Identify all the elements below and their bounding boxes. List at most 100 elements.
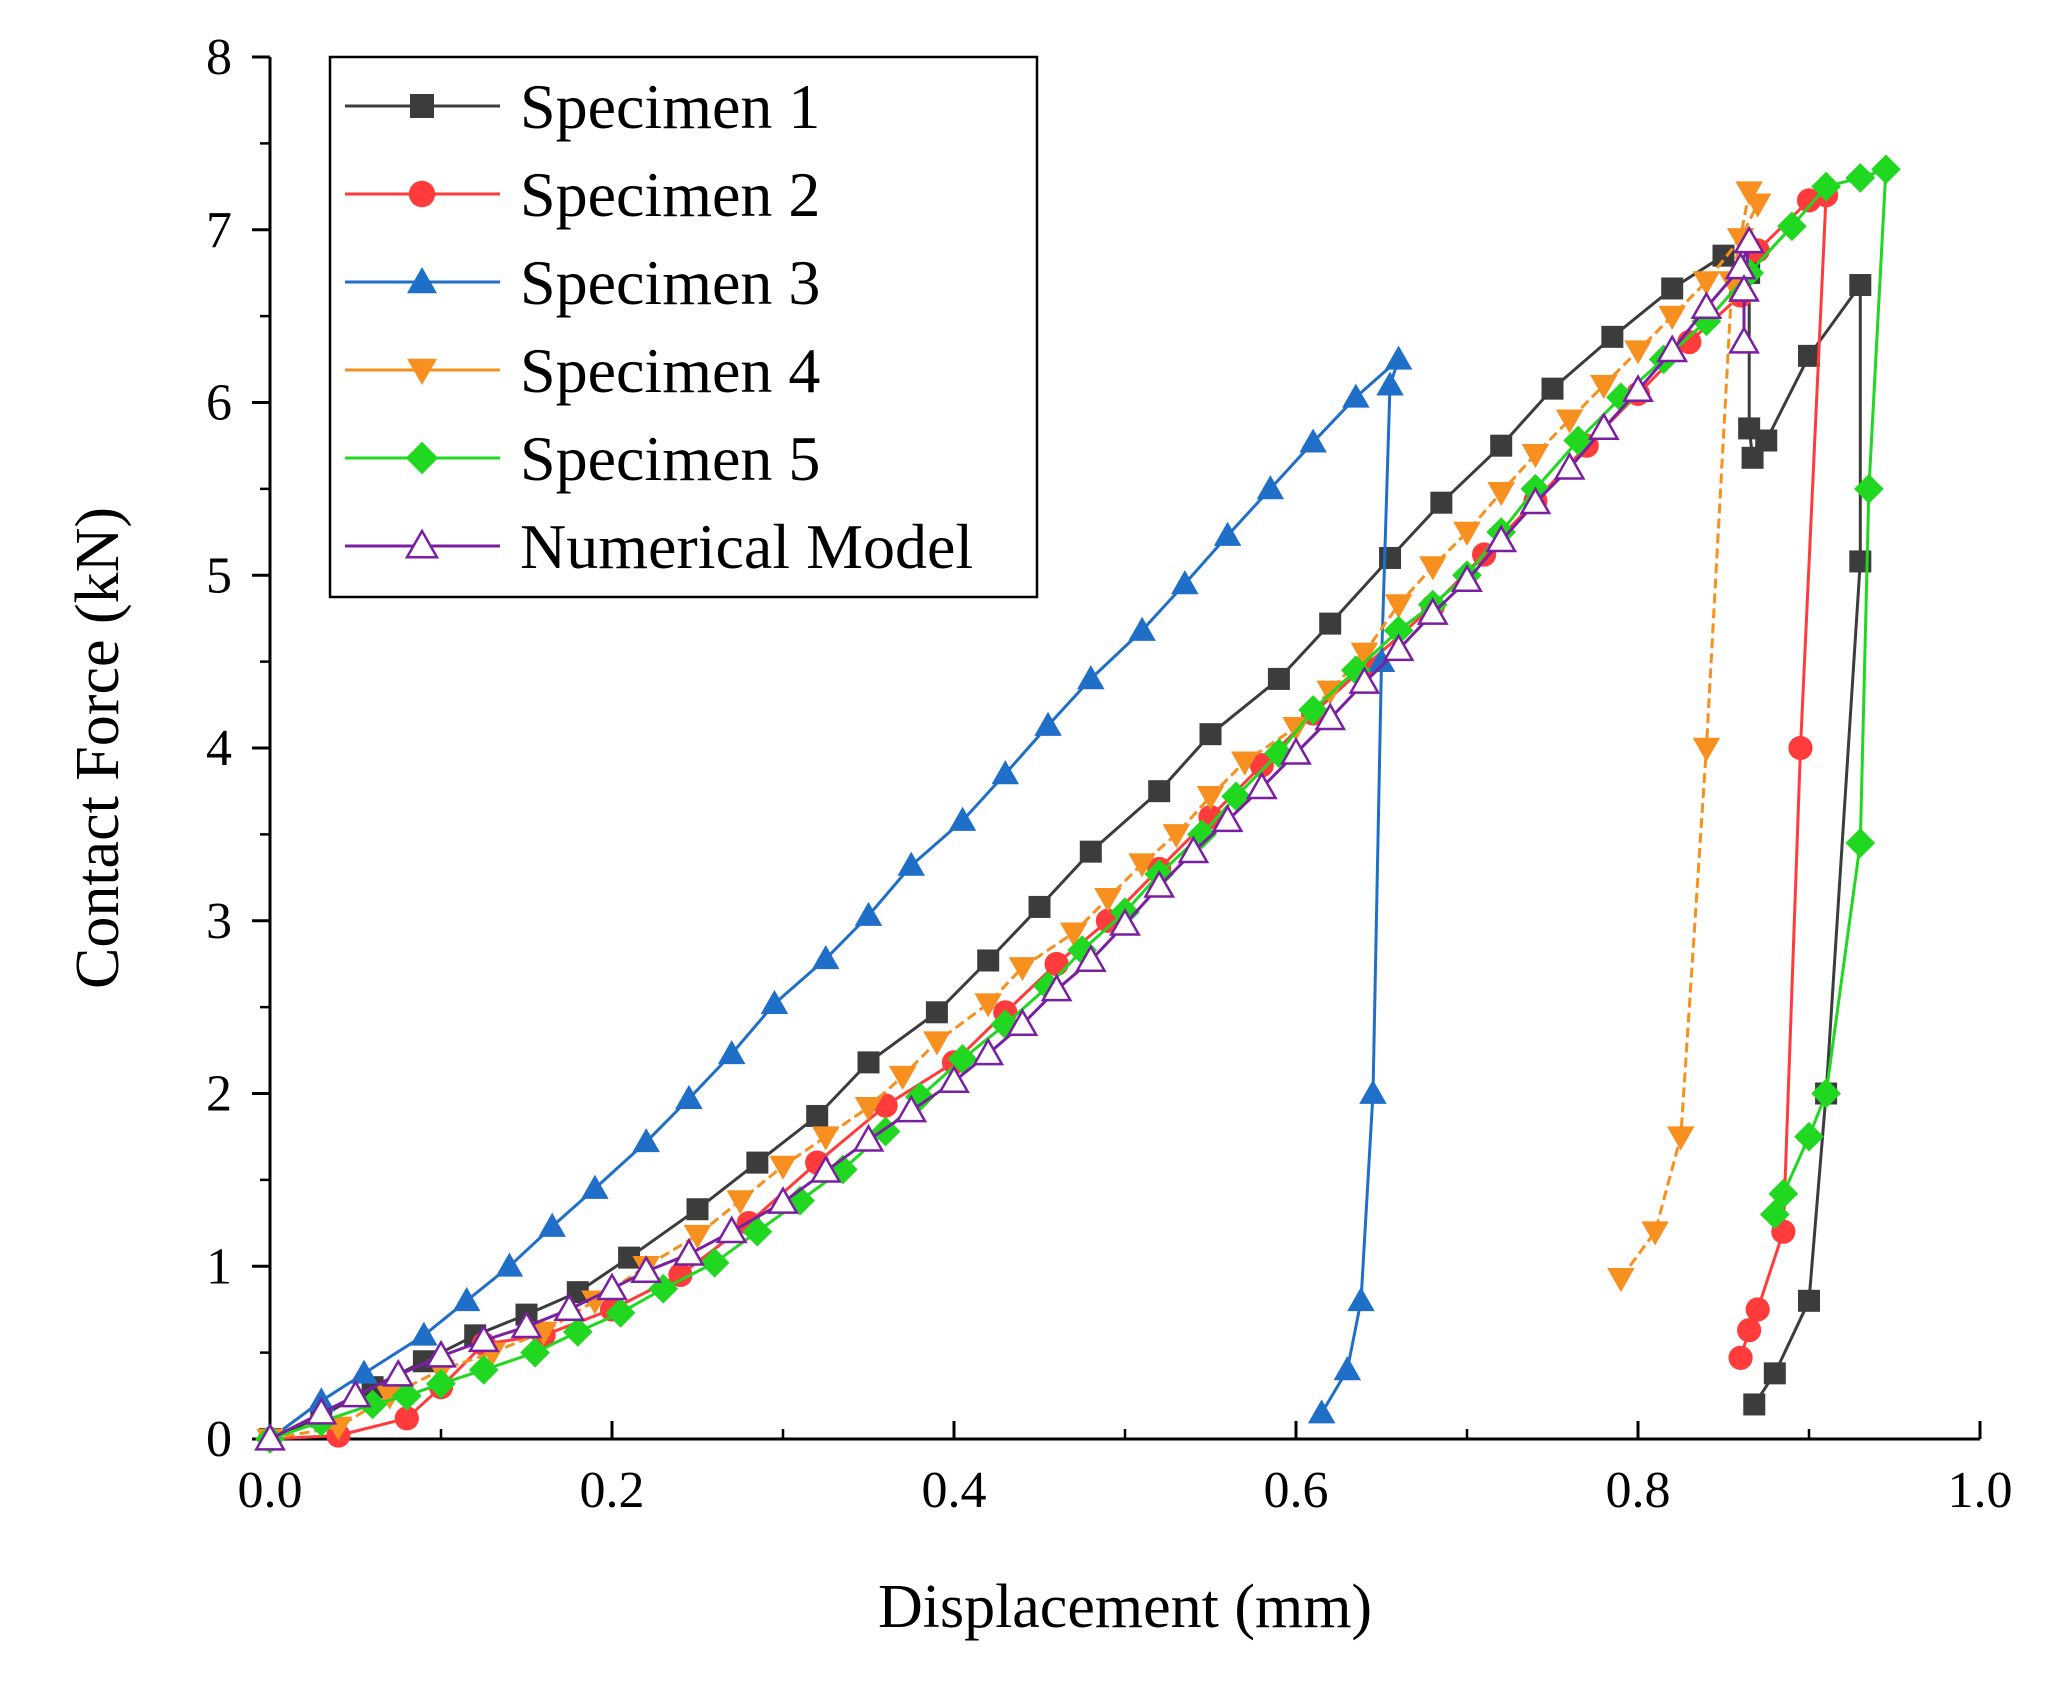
data-point xyxy=(1755,429,1778,452)
y-tick-label: 1 xyxy=(206,1238,232,1295)
data-point xyxy=(1077,665,1105,690)
data-point xyxy=(1845,163,1876,193)
data-point xyxy=(1759,1199,1790,1230)
legend-item: Specimen 2 xyxy=(345,159,820,230)
y-tick-label: 7 xyxy=(206,202,232,259)
data-point xyxy=(538,1212,566,1237)
data-point xyxy=(1798,344,1820,367)
data-point xyxy=(1319,612,1342,635)
data-point xyxy=(742,1216,773,1247)
legend-marker xyxy=(404,528,440,559)
data-point xyxy=(1738,417,1761,440)
data-point xyxy=(1788,735,1813,761)
data-point xyxy=(1641,1221,1669,1246)
legend-label: Specimen 5 xyxy=(520,423,820,494)
data-point xyxy=(1728,325,1760,354)
data-point xyxy=(1849,274,1872,297)
data-point xyxy=(467,1324,500,1353)
data-point xyxy=(1008,957,1037,982)
data-point xyxy=(648,1273,679,1304)
data-point xyxy=(1430,491,1453,514)
data-point xyxy=(1280,736,1312,765)
data-point xyxy=(382,1358,415,1387)
data-point xyxy=(1798,1289,1820,1312)
data-point xyxy=(1519,486,1552,515)
data-point xyxy=(630,1255,663,1283)
data-point xyxy=(1658,305,1686,330)
data-point xyxy=(923,1031,951,1056)
data-point xyxy=(510,1310,543,1339)
data-point xyxy=(410,1321,438,1346)
data-point xyxy=(1661,277,1684,300)
data-point xyxy=(1256,475,1285,500)
legend-item: Specimen 5 xyxy=(345,423,820,494)
data-point xyxy=(1230,751,1259,776)
data-point xyxy=(947,1044,978,1074)
data-point xyxy=(1384,345,1413,370)
data-point xyxy=(1692,737,1721,762)
series-specimen-3 xyxy=(256,345,1413,1450)
data-point xyxy=(828,1154,858,1185)
series-layer xyxy=(254,154,1901,1454)
data-point xyxy=(1601,325,1624,348)
data-point xyxy=(1307,1399,1336,1424)
data-point xyxy=(1109,907,1141,936)
data-point xyxy=(1606,382,1636,413)
data-point xyxy=(1712,244,1735,267)
data-point xyxy=(1074,944,1107,973)
data-point xyxy=(1383,615,1414,646)
data-point xyxy=(1211,804,1244,833)
data-point xyxy=(1737,1318,1762,1343)
data-point xyxy=(1692,271,1721,296)
legend-item: Numerical Model xyxy=(345,511,973,582)
legend-item: Specimen 3 xyxy=(345,247,820,318)
data-point xyxy=(854,1097,883,1122)
data-point xyxy=(1656,334,1689,363)
data-point xyxy=(1667,1126,1695,1151)
data-point xyxy=(895,1094,928,1123)
data-point xyxy=(1347,1287,1375,1312)
data-point xyxy=(1079,840,1102,863)
data-point xyxy=(1416,596,1449,625)
y-tick-label: 4 xyxy=(206,720,232,777)
data-point xyxy=(686,1198,709,1221)
data-point xyxy=(1553,451,1586,480)
data-point xyxy=(717,1040,746,1065)
x-tick-label: 0.0 xyxy=(238,1462,303,1519)
data-point xyxy=(715,1215,748,1244)
data-point xyxy=(1249,753,1274,778)
data-point xyxy=(1059,922,1088,947)
data-point xyxy=(562,1317,593,1347)
legend-marker xyxy=(408,180,436,208)
data-point xyxy=(1811,1078,1841,1109)
data-point xyxy=(673,1237,705,1266)
data-point xyxy=(806,1104,829,1127)
data-point xyxy=(1728,273,1760,302)
data-point xyxy=(1607,1268,1635,1293)
data-point xyxy=(1777,211,1807,242)
data-point xyxy=(1196,786,1225,811)
data-point xyxy=(760,989,789,1014)
legend-label: Numerical Model xyxy=(520,511,973,582)
data-point xyxy=(1811,171,1841,202)
data-point xyxy=(1845,828,1876,858)
data-point xyxy=(1871,154,1901,185)
data-point xyxy=(683,1224,712,1249)
data-point xyxy=(1490,434,1513,457)
y-tick-label: 8 xyxy=(206,29,232,86)
legend-label: Specimen 1 xyxy=(520,71,820,142)
data-point xyxy=(391,1380,422,1411)
data-point xyxy=(1128,616,1156,641)
y-axis-title: Contact Force (kN) xyxy=(64,507,132,989)
data-point xyxy=(1541,377,1564,400)
data-point xyxy=(1453,521,1481,546)
data-point xyxy=(1743,1393,1766,1416)
data-point xyxy=(1367,647,1396,672)
data-point xyxy=(1763,1362,1786,1385)
x-tick-label: 0.4 xyxy=(922,1462,987,1519)
legend-label: Specimen 3 xyxy=(520,247,820,318)
data-point xyxy=(1854,474,1884,504)
data-point xyxy=(668,1262,693,1287)
data-point xyxy=(596,1272,628,1301)
